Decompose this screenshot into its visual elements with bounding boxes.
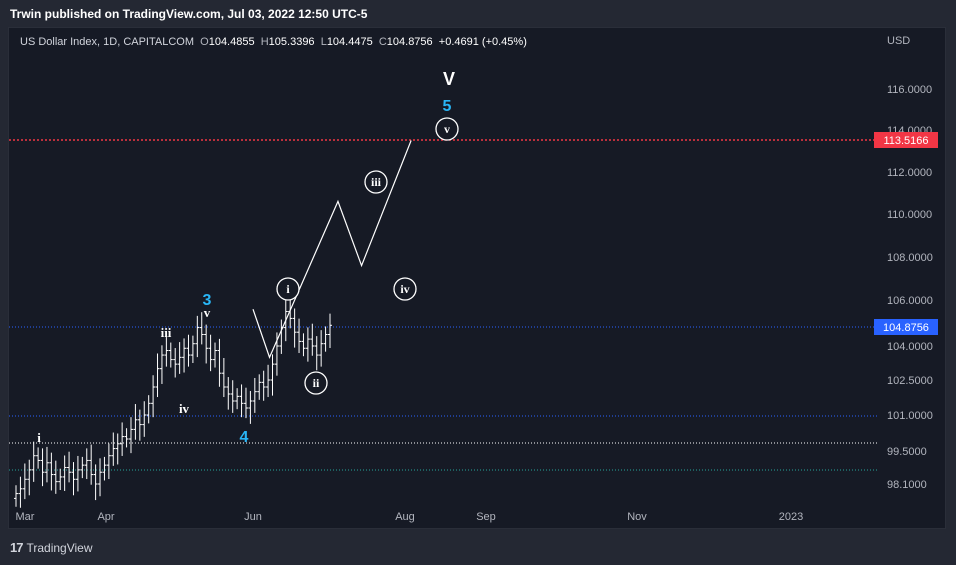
wave-label: v [204, 305, 211, 320]
price-tag [874, 319, 938, 335]
price-tag-label: 113.5166 [883, 135, 928, 147]
close-value: 104.8756 [386, 36, 433, 48]
wave-label: 4 [240, 429, 249, 446]
y-tick-label: 101.0000 [887, 410, 933, 422]
tradingview-logo-icon: 17 [10, 540, 24, 555]
wave-circle [364, 170, 388, 194]
open-value: 104.4855 [208, 36, 255, 48]
x-tick-label: Jun [244, 511, 262, 523]
chart-pane[interactable] [8, 27, 946, 529]
tradingview-brand[interactable]: TradingView [26, 540, 93, 555]
wave-label: V [443, 69, 455, 89]
axis-mask [884, 46, 934, 52]
y-tick-label: 99.5000 [887, 446, 927, 458]
wave-label: iii [161, 325, 172, 340]
x-tick-label: Nov [627, 511, 647, 523]
x-tick-label: Apr [97, 511, 114, 523]
y-tick-label: 112.0000 [887, 167, 932, 179]
wave-label: i [37, 430, 41, 445]
publisher-header: Trwin published on TradingView.com, Jul … [10, 7, 368, 21]
tradingview-footer: 17 TradingView [10, 540, 93, 555]
wave-label-circled: iv [400, 282, 409, 296]
wave-circle [304, 371, 328, 395]
y-tick-label: 108.0000 [887, 252, 933, 264]
y-tick-label: 98.1000 [887, 479, 927, 491]
x-tick-label: Aug [395, 511, 415, 523]
x-tick-label: Mar [16, 511, 35, 523]
wave-projection-line [252, 140, 412, 359]
wave-label: iv [179, 401, 190, 416]
open-label: O [200, 36, 209, 48]
close-label: C [378, 36, 387, 48]
y-tick-label: 102.5000 [887, 375, 933, 387]
wave-circle [435, 117, 459, 141]
wave-label-circled: v [444, 122, 450, 136]
y-tick-label: 110.0000 [887, 209, 932, 221]
high-value: 105.3396 [268, 36, 315, 48]
price-tag-label: 104.8756 [883, 322, 929, 334]
low-value: 104.4475 [326, 36, 373, 48]
price-tag [874, 132, 938, 148]
change-value: +0.4691 (+0.45%) [438, 36, 527, 48]
symbol-name[interactable]: US Dollar Index, 1D, CAPITALCOM [20, 36, 195, 48]
y-tick-label: 104.0000 [887, 341, 933, 353]
wave-label-circled: iii [371, 175, 382, 189]
x-tick-label: 2023 [779, 511, 803, 523]
low-label: L [320, 36, 327, 48]
wave-circle [276, 277, 300, 301]
x-tick-label: Sep [476, 511, 496, 523]
symbol-info: US Dollar Index, 1D, CAPITALCOM O104.485… [20, 36, 527, 48]
wave-label: 5 [443, 98, 452, 115]
wave-circle [393, 277, 417, 301]
high-label: H [260, 36, 269, 48]
wave-label-circled: i [286, 282, 290, 296]
y-tick-label: 116.0000 [887, 84, 932, 96]
y-tick-label: 106.0000 [887, 295, 933, 307]
wave-label-circled: ii [313, 376, 320, 390]
axis-currency-label: USD [887, 35, 910, 47]
wave-label: 3 [203, 292, 212, 309]
